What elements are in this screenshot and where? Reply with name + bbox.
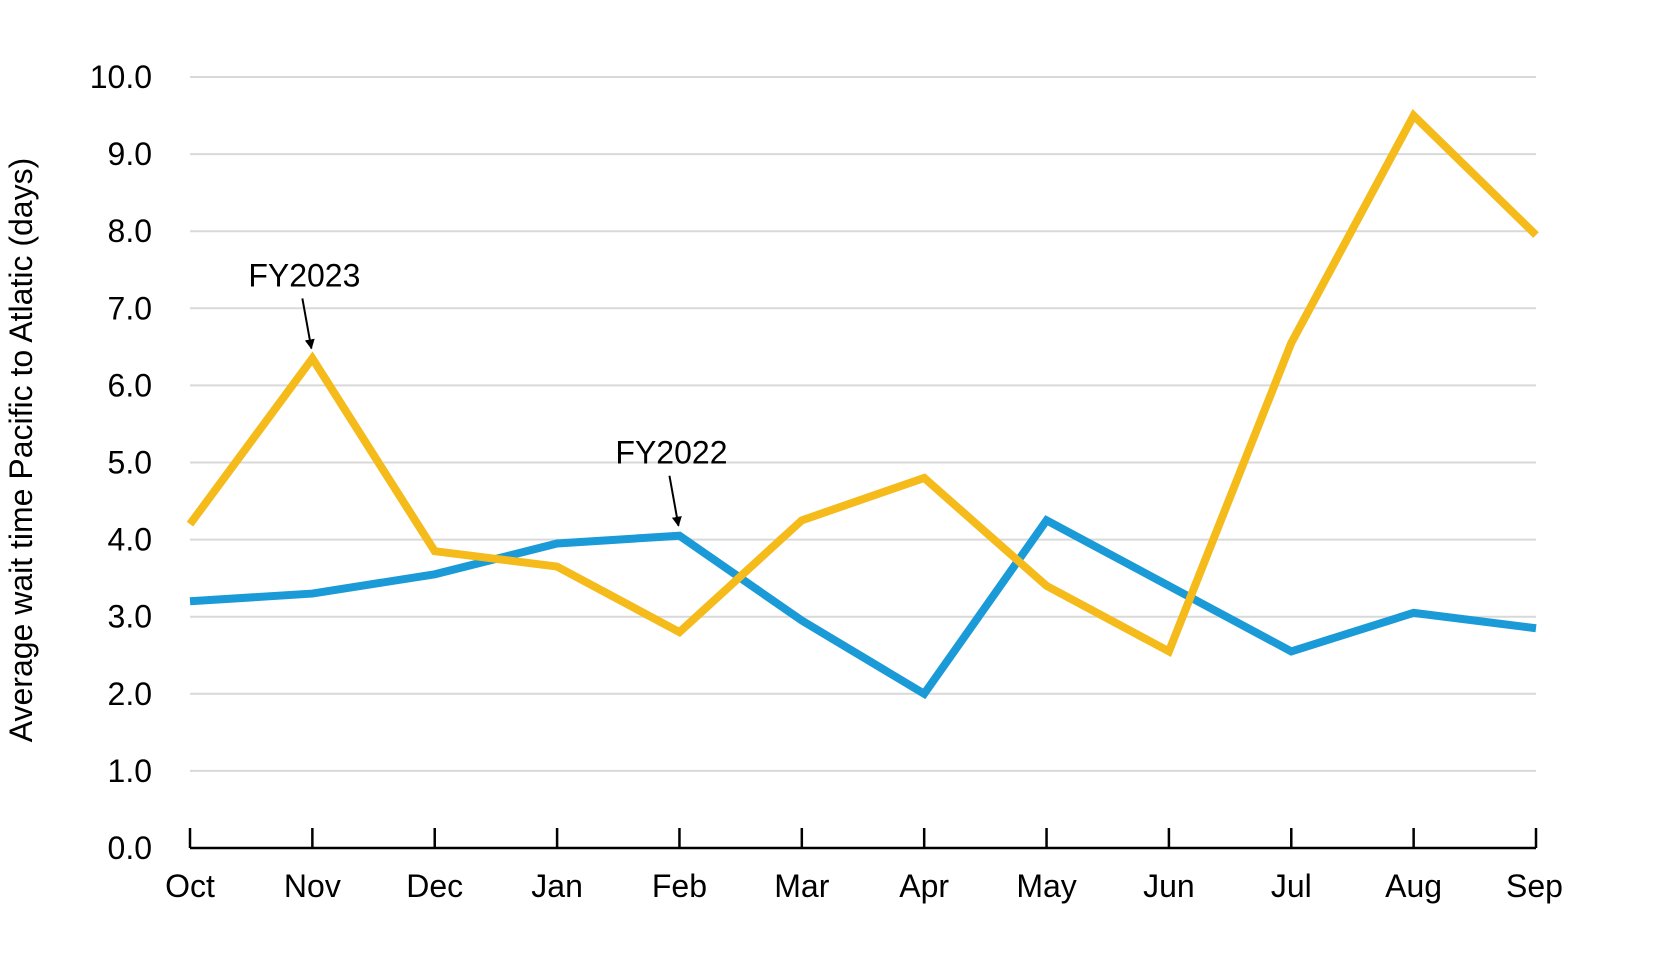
x-axis-tick-labels: Oct Nov Dec Jan Feb Mar Apr May Jun Jul Aug Sep [165, 868, 1563, 904]
y-tick-label: 4.0 [108, 522, 152, 558]
annotation-arrow-fy2022 [668, 475, 682, 527]
annotation-label-fy2023: FY2023 [248, 257, 360, 293]
x-tick-label: Dec [406, 868, 463, 904]
y-tick-label: 8.0 [108, 213, 152, 249]
annotation-arrow-fy2023 [301, 298, 315, 350]
gridlines [190, 76, 1536, 772]
y-tick-label: 7.0 [108, 290, 152, 326]
y-axis-title: Average wait time Pacific to Atlatic (da… [3, 158, 39, 743]
x-tick-label: Sep [1506, 868, 1563, 904]
x-tick-label: Jun [1143, 868, 1195, 904]
x-tick-label: Jan [531, 868, 583, 904]
x-tick-label: May [1016, 868, 1076, 904]
x-tick-label: Feb [652, 868, 707, 904]
x-tick-label: Apr [899, 868, 949, 904]
y-tick-label: 3.0 [108, 599, 152, 635]
y-tick-label: 6.0 [108, 367, 152, 403]
annotation-label-fy2022: FY2022 [615, 435, 727, 471]
series-line-fy2022 [189, 515, 1537, 700]
annotations: FY2023 FY2022 [248, 257, 727, 527]
x-tick-label: Jul [1271, 868, 1312, 904]
x-tick-label: Oct [165, 868, 215, 904]
x-axis [188, 828, 1538, 850]
y-tick-label: 2.0 [108, 676, 152, 712]
y-tick-label: 9.0 [108, 136, 152, 172]
y-tick-label: 10.0 [90, 59, 152, 95]
y-axis-tick-labels: 0.0 1.0 2.0 3.0 4.0 5.0 6.0 7.0 8.0 9.0 10.0 [90, 59, 152, 866]
x-tick-label: Aug [1385, 868, 1442, 904]
y-tick-label: 1.0 [108, 753, 152, 789]
y-tick-label: 5.0 [108, 445, 152, 481]
x-tick-label: Mar [774, 868, 829, 904]
x-tick-label: Nov [284, 868, 341, 904]
series-lines [186, 108, 1539, 700]
series-line-fy2023 [186, 108, 1539, 658]
y-tick-label: 0.0 [108, 830, 152, 866]
